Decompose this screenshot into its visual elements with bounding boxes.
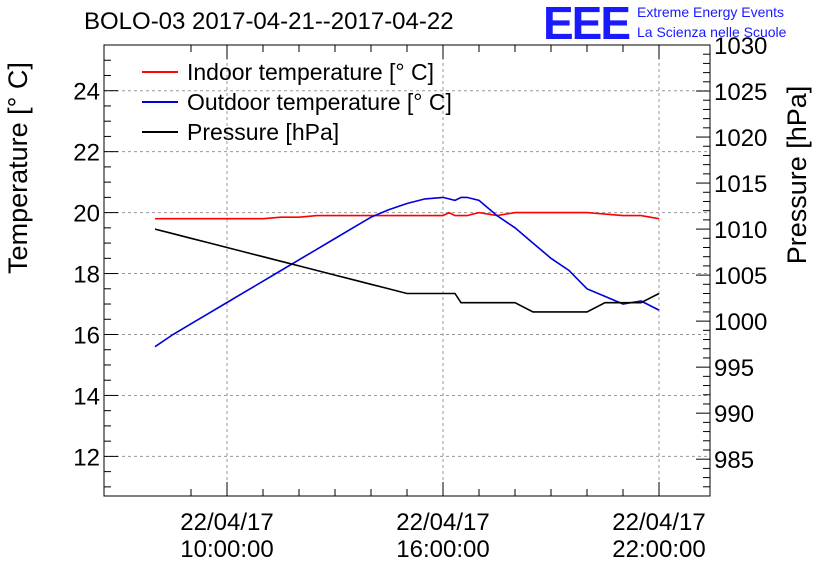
legend-label-0: Indoor temperature [° C]: [187, 59, 434, 85]
y2-tick-label: 1005: [714, 263, 767, 290]
y2-tick-label: 1025: [714, 79, 767, 106]
chart-title: BOLO-03 2017-04-21--2017-04-22: [84, 8, 454, 35]
legend: Indoor temperature [° C] Outdoor temperat…: [142, 59, 452, 145]
legend-label-2: Pressure [hPa]: [187, 119, 339, 145]
x-tick-date: 22/04/17: [180, 509, 273, 536]
axis-ticks: 12 14 16 18 20 22 24 985 990 995 1000 1005 1010 1015 1…: [73, 33, 767, 563]
y-tick-label: 14: [73, 383, 100, 410]
x-tick-date: 22/04/17: [396, 509, 489, 536]
series-line-1: [154, 196, 660, 348]
y-tick-label: 12: [73, 444, 100, 471]
y-axis-label: Temperature [° C]: [3, 62, 33, 274]
series-line-0: [155, 211, 660, 220]
y2-axis-label: Pressure [hPa]: [782, 86, 812, 265]
logo-line-2: La Scienza nelle Scuole: [637, 24, 787, 40]
y2-tick-label: 1015: [714, 171, 767, 198]
y2-tick-label: 1010: [714, 217, 767, 244]
series-lines: [154, 196, 660, 348]
y2-tick-label: 1000: [714, 309, 767, 336]
x-tick-time: 10:00:00: [180, 536, 273, 563]
series-line-2: [154, 228, 660, 313]
y-tick-label: 22: [73, 140, 100, 167]
y2-tick-label: 990: [714, 401, 754, 428]
eee-logo-mark: EEE: [543, 0, 631, 49]
y2-tick-label: 1030: [714, 33, 767, 60]
x-tick-time: 22:00:00: [612, 536, 705, 563]
x-tick-date: 22/04/17: [612, 509, 705, 536]
y-tick-label: 20: [73, 201, 100, 228]
grid: [104, 45, 710, 496]
y-tick-label: 24: [73, 79, 100, 106]
y-tick-label: 18: [73, 262, 100, 289]
y2-tick-label: 1020: [714, 125, 767, 152]
y2-tick-label: 985: [714, 447, 754, 474]
logo-line-1: Extreme Energy Events: [637, 4, 785, 20]
x-tick-time: 16:00:00: [396, 536, 489, 563]
y2-tick-label: 995: [714, 355, 754, 382]
y-tick-label: 16: [73, 322, 100, 349]
legend-label-1: Outdoor temperature [° C]: [187, 89, 452, 115]
